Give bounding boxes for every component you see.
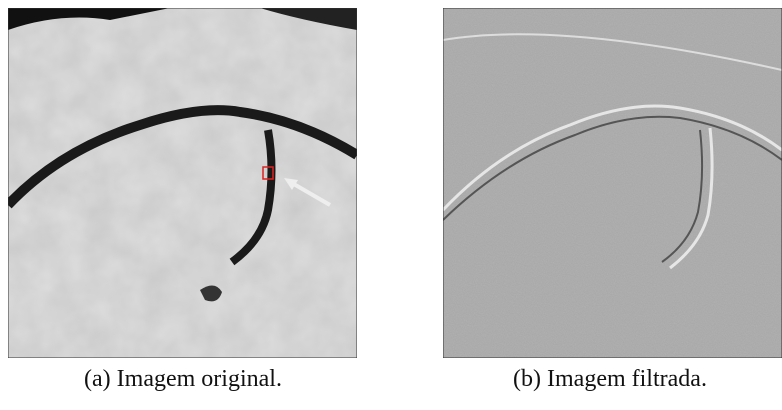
image-texture: [8, 8, 357, 358]
figure: (a) Imagem original. (b) Imagem filtrada…: [0, 0, 782, 410]
page: {"figure": {"panels": [{"caption": "(a) …: [0, 0, 782, 410]
image-texture: [443, 8, 782, 358]
filtered-image: [443, 8, 782, 358]
figure-images: [0, 0, 782, 366]
original-image: [8, 8, 357, 358]
caption: (b) Imagem filtrada.: [430, 366, 782, 393]
caption: (a) Imagem original.: [3, 366, 363, 393]
